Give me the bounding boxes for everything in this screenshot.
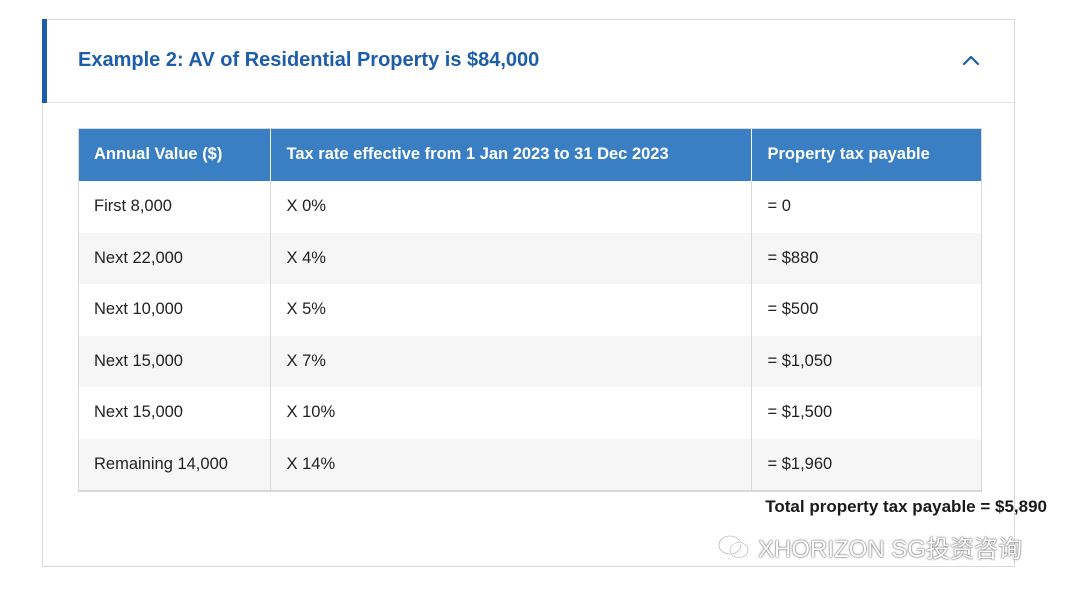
cell-tax-payable: = $1,960 [751,438,982,491]
wechat-logo-icon [718,534,749,558]
cell-tax-payable: = 0 [767,197,791,216]
cell-tax-rate: X 10% [270,387,752,439]
watermark-text: XHORIZON SG投资咨询 [758,536,1023,563]
accordion-title[interactable]: Example 2: AV of Residential Property is… [78,49,540,71]
cell-annual-value: Next 15,000 [78,387,271,439]
table-row: Next 15,000 X 10% = $1,500 [78,387,982,439]
example-card: Example 2: AV of Residential Property is… [42,19,1015,567]
table-row: Next 22,000 X 4% = $880 [78,232,982,284]
cell-annual-value: Next 15,000 [78,335,271,387]
chevron-up-icon[interactable] [962,54,980,66]
cell-tax-rate: X 0% [270,181,752,233]
cell-tax-payable: = $500 [767,300,819,319]
accent-bar [42,19,47,103]
cell-tax-payable: = $1,050 [751,335,982,387]
cell-tax-rate: X 5% [270,284,752,336]
total-tax-payable: Total property tax payable = $5,890 [765,497,1047,516]
cell-annual-value: First 8,000 [78,181,271,233]
table-row: First 8,000 X 0% = 0 [78,181,982,233]
watermark: XHORIZON SG投资咨询 [716,529,1022,564]
header-tax-rate: Tax rate effective from 1 Jan 2023 to 31… [270,128,752,181]
table-row: Next 10,000 X 5% = $500 [78,284,982,336]
cell-tax-rate: X 14% [270,438,752,491]
header-tax-payable: Property tax payable [751,128,982,181]
table-header-row: Annual Value ($) Tax rate effective from… [78,128,982,181]
cell-tax-rate: X 4% [270,232,752,284]
cell-tax-payable: = $1,500 [767,403,833,422]
cell-annual-value: Next 10,000 [78,284,271,336]
table-row: Remaining 14,000 X 14% = $1,960 [78,438,982,491]
cell-tax-payable: = $880 [751,232,982,284]
tax-table: Annual Value ($) Tax rate effective from… [78,128,982,491]
cell-annual-value: Next 22,000 [78,232,271,284]
cell-annual-value: Remaining 14,000 [78,438,271,491]
table-row: Next 15,000 X 7% = $1,050 [78,335,982,387]
header-annual-value: Annual Value ($) [78,128,271,181]
cell-tax-rate: X 7% [270,335,752,387]
accordion-header[interactable]: Example 2: AV of Residential Property is… [42,19,1014,103]
